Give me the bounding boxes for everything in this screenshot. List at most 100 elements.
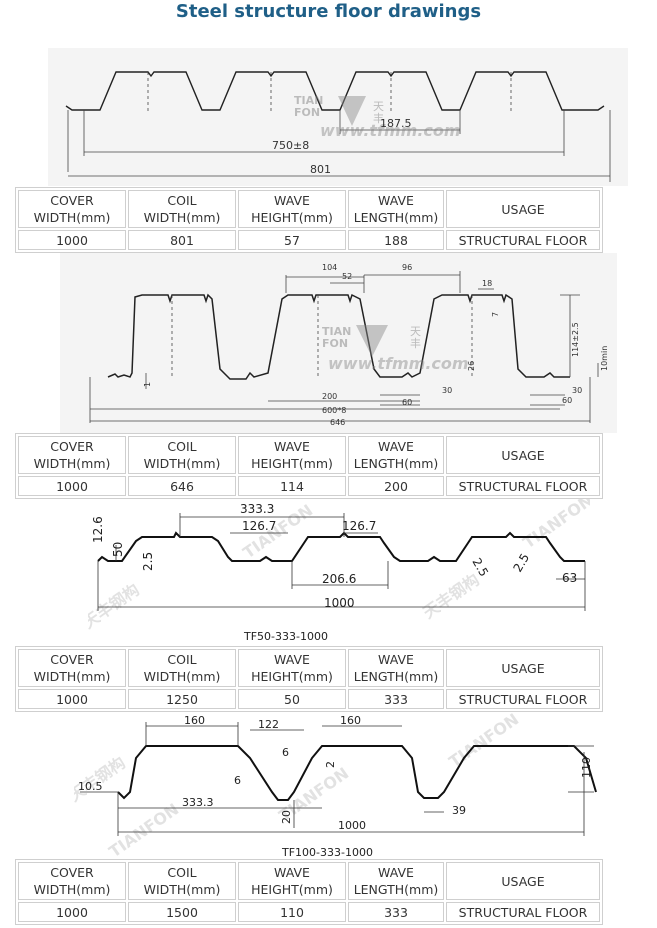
header-wave-height: WAVE HEIGHT(mm) xyxy=(238,862,346,900)
svg-text:天: 天 xyxy=(410,325,421,338)
dim-label: 333.3 xyxy=(182,796,214,809)
dim-label: 104 xyxy=(322,263,337,272)
dim-label: 1000 xyxy=(338,819,366,832)
dim-label: 10.5 xyxy=(78,780,103,793)
svg-text:TIANFON: TIANFON xyxy=(445,712,522,771)
drawing-caption: TF50-333-1000 xyxy=(243,630,328,643)
dim-label: 50 xyxy=(111,542,125,557)
spec-table-2: COVER WIDTH(mm) COIL WIDTH(mm) WAVE HEIGHT(… xyxy=(15,433,603,499)
dim-label: 646 xyxy=(330,418,345,427)
cell-usage: STRUCTURAL FLOOR xyxy=(446,476,600,496)
dim-label: 6 xyxy=(282,746,289,759)
header-coil-width: COIL WIDTH(mm) xyxy=(128,436,236,474)
dim-label: 2 xyxy=(324,761,337,768)
svg-text:www.tfmm.com: www.tfmm.com xyxy=(320,121,461,140)
cell-wave-length: 188 xyxy=(348,230,444,250)
svg-text:天丰钢构: 天丰钢构 xyxy=(419,570,482,622)
dim-label: 2.5 xyxy=(141,552,155,571)
svg-text:TIAN: TIAN xyxy=(322,325,351,338)
header-wave-height: WAVE HEIGHT(mm) xyxy=(238,436,346,474)
header-usage: USAGE xyxy=(446,190,600,228)
cell-cover-width: 1000 xyxy=(18,230,126,250)
dim-label: 110 xyxy=(580,757,593,778)
header-cover-width: COVER WIDTH(mm) xyxy=(18,436,126,474)
cell-wave-height: 57 xyxy=(238,230,346,250)
header-usage: USAGE xyxy=(446,862,600,900)
svg-text:TIAN: TIAN xyxy=(294,94,323,107)
dim-label: 122 xyxy=(258,718,279,731)
dim-label: 26 xyxy=(467,361,476,371)
svg-text:FON: FON xyxy=(294,106,320,119)
dim-label: 20 xyxy=(280,810,293,824)
header-cover-width: COVER WIDTH(mm) xyxy=(18,190,126,228)
dim-label: 63 xyxy=(562,571,577,585)
cell-wave-length: 333 xyxy=(348,902,444,922)
cell-usage: STRUCTURAL FLOOR xyxy=(446,902,600,922)
dim-label: 333.3 xyxy=(240,502,274,516)
dim-label: 206.6 xyxy=(322,572,356,586)
cell-wave-height: 110 xyxy=(238,902,346,922)
dim-label: 114±2.5 xyxy=(571,322,580,357)
dim-label: 6 xyxy=(234,774,241,787)
cell-cover-width: 1000 xyxy=(18,902,126,922)
dim-label: 30 xyxy=(442,386,452,395)
cell-coil-width: 1250 xyxy=(128,689,236,709)
svg-text:丰: 丰 xyxy=(373,112,384,125)
dim-label: 30 xyxy=(572,386,582,395)
header-wave-length: WAVE LENGTH(mm) xyxy=(348,862,444,900)
header-cover-width: COVER WIDTH(mm) xyxy=(18,862,126,900)
spec-table-1: COVER WIDTH(mm) COIL WIDTH(mm) WAVE HEIGHT(… xyxy=(15,187,603,253)
watermark-logo: TIAN FON 天 丰 www.tfmm.com xyxy=(294,94,461,140)
dim-label: 60 xyxy=(402,398,412,407)
dim-label: 160 xyxy=(340,714,361,727)
dim-label: 600*8 xyxy=(322,406,346,415)
svg-text:TIANFON: TIANFON xyxy=(519,499,590,552)
watermark-logo: TIAN FON 天 丰 www.tfmm.com xyxy=(322,325,469,373)
dim-label: 2.5 xyxy=(510,551,532,575)
dim-label: 160 xyxy=(184,714,205,727)
dim-label: 187.5 xyxy=(380,117,412,130)
dim-label: 39 xyxy=(452,804,466,817)
cell-cover-width: 1000 xyxy=(18,689,126,709)
svg-text:www.tfmm.com: www.tfmm.com xyxy=(328,354,469,373)
header-wave-length: WAVE LENGTH(mm) xyxy=(348,436,444,474)
svg-text:FON: FON xyxy=(322,337,348,350)
floor-deck-drawing-2: TIAN FON 天 丰 www.tfmm.com 104 52 96 18 7… xyxy=(60,253,617,433)
header-coil-width: COIL WIDTH(mm) xyxy=(128,862,236,900)
svg-text:天: 天 xyxy=(373,100,384,113)
header-cover-width: COVER WIDTH(mm) xyxy=(18,649,126,687)
cell-cover-width: 1000 xyxy=(18,476,126,496)
cell-wave-length: 200 xyxy=(348,476,444,496)
cell-coil-width: 646 xyxy=(128,476,236,496)
dim-label: 126.7 xyxy=(342,519,376,533)
floor-deck-drawing-1: TIAN FON 天 丰 www.tfmm.com 187.5 750±8 80… xyxy=(48,48,628,186)
dim-label: 801 xyxy=(310,163,331,176)
dim-label: 7 xyxy=(491,312,500,317)
dim-label: 18 xyxy=(482,279,492,288)
dim-label: 96 xyxy=(402,263,412,272)
cell-wave-height: 50 xyxy=(238,689,346,709)
drawing-caption: TF100-333-1000 xyxy=(281,846,373,859)
spec-table-4: COVER WIDTH(mm) COIL WIDTH(mm) WAVE HEIGHT(… xyxy=(15,859,603,925)
dim-label: 60 xyxy=(562,396,572,405)
dim-label: 10min xyxy=(600,346,609,371)
cell-coil-width: 801 xyxy=(128,230,236,250)
floor-deck-drawing-3: 天丰钢构 TIANFON 天丰钢构 TIANFON 333.3 126.7 xyxy=(88,499,590,646)
floor-deck-drawing-4: 天丰钢构 TIANFON TIANFON TIANFON 160 12 xyxy=(74,712,602,860)
header-usage: USAGE xyxy=(446,649,600,687)
header-coil-width: COIL WIDTH(mm) xyxy=(128,649,236,687)
header-coil-width: COIL WIDTH(mm) xyxy=(128,190,236,228)
cell-usage: STRUCTURAL FLOOR xyxy=(446,230,600,250)
svg-text:丰: 丰 xyxy=(410,337,421,350)
cell-wave-length: 333 xyxy=(348,689,444,709)
header-wave-height: WAVE HEIGHT(mm) xyxy=(238,649,346,687)
svg-text:TIANFON: TIANFON xyxy=(105,800,182,860)
cell-wave-height: 114 xyxy=(238,476,346,496)
dim-label: 1 xyxy=(143,382,152,387)
dim-label: 12.6 xyxy=(91,516,105,543)
header-wave-height: WAVE HEIGHT(mm) xyxy=(238,190,346,228)
cell-coil-width: 1500 xyxy=(128,902,236,922)
dim-label: 1000 xyxy=(324,596,355,610)
dim-label: 52 xyxy=(342,272,352,281)
spec-table-3: COVER WIDTH(mm) COIL WIDTH(mm) WAVE HEIGHT(… xyxy=(15,646,603,712)
